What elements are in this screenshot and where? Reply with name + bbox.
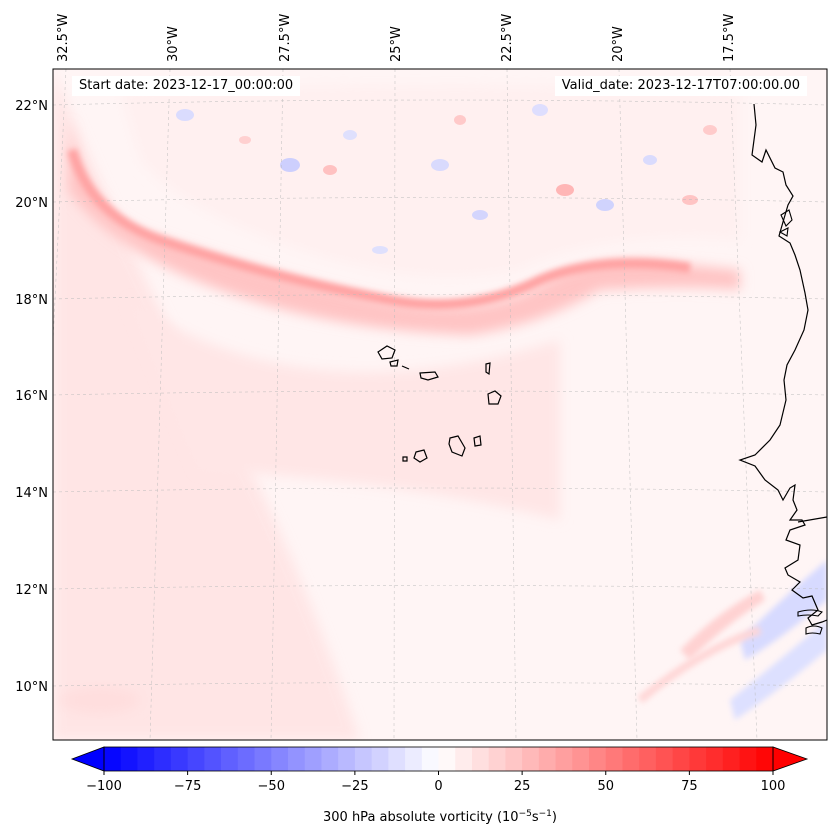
cape-verde-islands (377, 345, 502, 463)
lon-label: 25°W (389, 26, 404, 62)
colorbar-tick-label: −75 (174, 779, 201, 794)
colorbar-tick-label: 75 (681, 779, 698, 794)
colorbar-step (254, 747, 272, 771)
colorbar-step (689, 747, 707, 771)
colorbar-step (304, 747, 322, 771)
colorbar-step (756, 747, 774, 771)
colorbar-step (505, 747, 523, 771)
colorbar-step (388, 747, 406, 771)
colorbar-step (605, 747, 623, 771)
latitude-labels: 22°N 20°N 18°N 16°N 14°N 12°N 10°N (15, 99, 48, 695)
longitude-labels: 32.5°W 30°W 27.5°W 25°W 22.5°W 20°W 17.5… (56, 14, 737, 62)
lat-label: 22°N (15, 99, 48, 114)
colorbar-step (154, 747, 172, 771)
lat-label: 18°N (15, 293, 48, 308)
colorbar-label: 300 hPa absolute vorticity (10−5s−1) (323, 809, 557, 825)
colorbar-step (455, 747, 473, 771)
africa-coastline (738, 103, 827, 626)
colorbar-step (321, 747, 339, 771)
colorbar-step (371, 747, 389, 771)
lon-label: 17.5°W (722, 14, 737, 62)
colorbar-step (622, 747, 640, 771)
colorbar-extend-min (70, 746, 105, 772)
colorbar-step (170, 747, 189, 771)
colorbar-step (739, 747, 757, 771)
colorbar-extend-max (772, 746, 809, 772)
colorbar-step (187, 747, 205, 771)
colorbar-step (706, 747, 724, 771)
colorbar-step (639, 747, 657, 771)
colorbar-tick-label: 100 (761, 779, 786, 794)
colorbar-steps (104, 747, 774, 771)
valid-date-label: Valid_date: 2023-12-17T07:00:00.00 (554, 76, 807, 96)
colorbar-step (338, 747, 356, 771)
colorbar-step (221, 747, 239, 771)
colorbar-step (555, 747, 573, 771)
colorbar-step (104, 747, 122, 771)
vorticity-field (53, 69, 827, 740)
colorbar-step (488, 747, 506, 771)
colorbar-step (237, 747, 255, 771)
map-frame (52, 68, 828, 741)
colorbar-step (438, 747, 456, 771)
graticule (53, 69, 827, 740)
colorbar-step (589, 747, 607, 771)
lon-label: 22.5°W (500, 14, 515, 62)
colorbar-step (354, 747, 373, 771)
colorbar-ticks: −100 −75 −50 −25 0 25 50 75 100 (86, 771, 785, 794)
colorbar-tick-label: 0 (434, 779, 442, 794)
lat-label: 12°N (15, 583, 48, 598)
colorbar-step (120, 747, 138, 771)
colorbar-step (522, 747, 540, 771)
lat-label: 14°N (15, 486, 48, 501)
colorbar-step (421, 747, 439, 771)
lon-label: 30°W (166, 26, 181, 62)
colorbar-step (137, 747, 155, 771)
colorbar-step (655, 747, 674, 771)
lat-label: 16°N (15, 389, 48, 404)
colorbar-step (204, 747, 222, 771)
colorbar-step (538, 747, 556, 771)
lon-label: 32.5°W (56, 14, 71, 62)
colorbar-tick-label: −25 (341, 779, 368, 794)
colorbar-tick-label: −100 (86, 779, 122, 794)
lat-label: 10°N (15, 680, 48, 695)
colorbar-step (722, 747, 740, 771)
colorbar-step (271, 747, 289, 771)
lat-label: 20°N (15, 196, 48, 211)
colorbar-tick-label: 25 (514, 779, 531, 794)
colorbar-tick-label: −50 (258, 779, 285, 794)
colorbar-tick-label: 50 (597, 779, 614, 794)
colorbar-step (672, 747, 690, 771)
start-date-label: Start date: 2023-12-17_00:00:00 (72, 76, 301, 96)
lon-label: 20°W (611, 26, 626, 62)
colorbar-step (287, 747, 306, 771)
colorbar-step (471, 747, 490, 771)
colorbar-step (572, 747, 590, 771)
colorbar: −100 −75 −50 −25 0 25 50 75 100 300 hPa absolute… (70, 746, 809, 825)
lon-label: 27.5°W (278, 14, 293, 62)
colorbar-step (405, 747, 423, 771)
